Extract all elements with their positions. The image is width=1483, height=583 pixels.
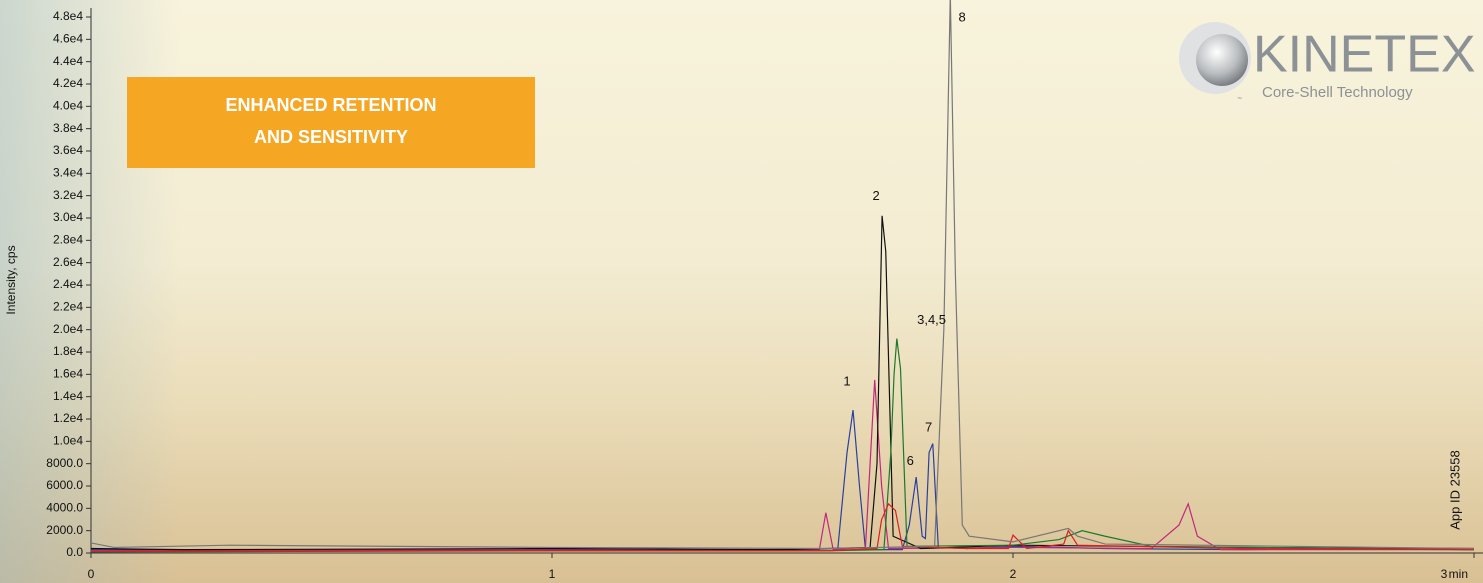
peak-label: 7: [925, 419, 932, 434]
logo-tagline: Core-Shell Technology: [1262, 84, 1413, 101]
y-tick-label: 2000.0: [46, 523, 83, 537]
peak-label: 6: [907, 453, 914, 468]
banner-text: ENHANCED RETENTION: [225, 95, 436, 115]
series-line: [91, 409, 1475, 552]
y-tick-label: 2.0e4: [53, 322, 83, 336]
series-line: [91, 502, 1475, 552]
x-tick-label: 3: [1441, 567, 1448, 581]
peak-label: 1: [843, 374, 850, 389]
y-axis-label: Intensity, cps: [4, 245, 18, 314]
y-tick-label: 0.0: [66, 545, 83, 559]
y-tick-label: 1.0e4: [53, 434, 83, 448]
y-tick-label: 3.0e4: [53, 210, 83, 224]
y-tick-label: 6000.0: [46, 478, 83, 492]
y-tick-label: 1.4e4: [53, 389, 83, 403]
series-line: [91, 379, 1474, 552]
y-tick-label: 3.8e4: [53, 121, 83, 135]
y-tick-label: 3.6e4: [53, 143, 83, 157]
x-tick-label: 2: [1010, 567, 1017, 581]
y-tick-label: 4.8e4: [53, 9, 83, 23]
peak-label: 2: [872, 188, 879, 203]
logo-name: KINETEX: [1253, 26, 1476, 84]
series-line: [91, 0, 1475, 550]
logo-ball: [1196, 34, 1248, 86]
series-line: [91, 215, 1475, 551]
series-line: [91, 338, 1475, 553]
x-tick-label: 1: [549, 567, 556, 581]
y-tick-label: 2.2e4: [53, 300, 83, 314]
y-tick-label: 1.6e4: [53, 367, 83, 381]
y-tick-label: 4.4e4: [53, 54, 83, 68]
y-tick-label: 8000.0: [46, 456, 83, 470]
y-tick-label: 3.4e4: [53, 166, 83, 180]
plot-area: [91, 0, 1475, 553]
banner-text: AND SENSITIVITY: [254, 127, 408, 147]
y-tick-label: 1.8e4: [53, 344, 83, 358]
y-tick-label: 4.6e4: [53, 32, 83, 46]
y-tick-label: 4.2e4: [53, 76, 83, 90]
x-axis-label: min: [1449, 567, 1468, 581]
y-tick-label: 2.4e4: [53, 277, 83, 291]
logo-mark: ™: [1237, 96, 1242, 102]
app-id: App ID 23558: [1447, 450, 1462, 530]
peak-label: 8: [959, 10, 966, 25]
banner: [127, 77, 535, 168]
y-tick-label: 4000.0: [46, 501, 83, 515]
y-tick-label: 3.2e4: [53, 188, 83, 202]
y-tick-label: 2.8e4: [53, 233, 83, 247]
peak-label: 3,4,5: [917, 312, 946, 327]
x-tick-label: 0: [88, 567, 95, 581]
y-tick-label: 4.0e4: [53, 99, 83, 113]
y-tick-label: 2.6e4: [53, 255, 83, 269]
y-tick-label: 1.2e4: [53, 411, 83, 425]
